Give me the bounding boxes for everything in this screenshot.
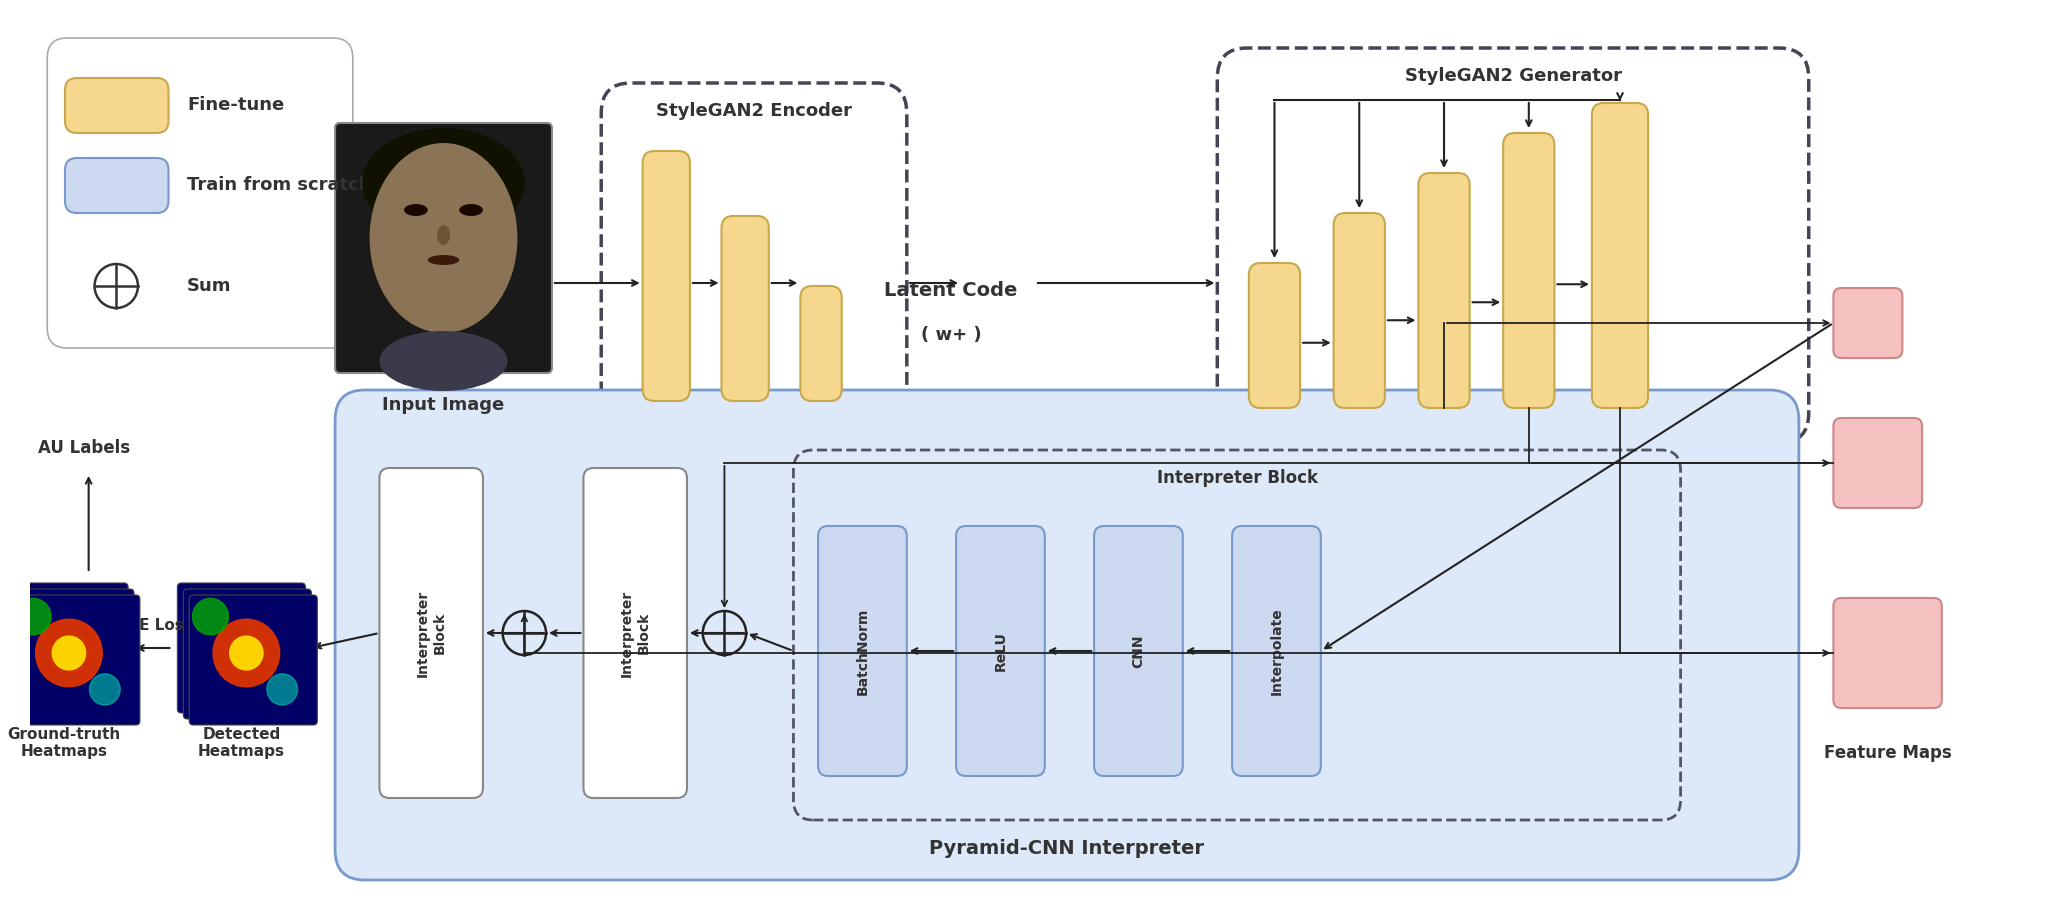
FancyBboxPatch shape — [1334, 213, 1386, 408]
Circle shape — [52, 637, 85, 670]
FancyBboxPatch shape — [1834, 418, 1921, 508]
Text: BatchNorm: BatchNorm — [856, 607, 869, 695]
FancyBboxPatch shape — [1249, 263, 1301, 408]
Circle shape — [35, 619, 101, 686]
FancyBboxPatch shape — [722, 216, 769, 401]
FancyBboxPatch shape — [1419, 173, 1470, 408]
Ellipse shape — [370, 143, 517, 333]
Text: Interpreter
Block: Interpreter Block — [416, 589, 447, 676]
FancyBboxPatch shape — [1094, 526, 1183, 776]
Text: Interpolate: Interpolate — [1270, 607, 1284, 695]
Text: ( w+ ): ( w+ ) — [920, 326, 982, 344]
FancyBboxPatch shape — [188, 595, 316, 725]
FancyBboxPatch shape — [819, 526, 906, 776]
Text: ReLU: ReLU — [993, 631, 1007, 671]
FancyBboxPatch shape — [1834, 288, 1903, 358]
Circle shape — [14, 598, 52, 635]
Text: MSE Loss: MSE Loss — [114, 618, 192, 634]
Text: Input Image: Input Image — [383, 396, 505, 414]
Circle shape — [89, 674, 120, 705]
FancyBboxPatch shape — [12, 595, 141, 725]
FancyBboxPatch shape — [378, 468, 484, 798]
FancyBboxPatch shape — [178, 583, 306, 713]
Text: CNN: CNN — [1131, 635, 1146, 667]
Circle shape — [230, 637, 263, 670]
Text: Feature Maps: Feature Maps — [1824, 744, 1952, 762]
Text: Sum: Sum — [188, 277, 232, 295]
FancyBboxPatch shape — [48, 38, 354, 348]
FancyBboxPatch shape — [955, 526, 1044, 776]
Text: Latent Code: Latent Code — [885, 281, 1017, 301]
Text: Ground-truth
Heatmaps: Ground-truth Heatmaps — [8, 726, 120, 759]
Text: StyleGAN2 Generator: StyleGAN2 Generator — [1404, 67, 1621, 85]
Text: Fine-tune: Fine-tune — [188, 96, 285, 114]
Circle shape — [267, 674, 298, 705]
FancyBboxPatch shape — [335, 390, 1799, 880]
FancyBboxPatch shape — [800, 286, 842, 401]
FancyBboxPatch shape — [1592, 103, 1648, 408]
Circle shape — [213, 619, 279, 686]
Ellipse shape — [362, 128, 525, 238]
FancyBboxPatch shape — [184, 589, 312, 719]
Text: Train from scratch: Train from scratch — [188, 176, 372, 194]
FancyBboxPatch shape — [1834, 598, 1942, 708]
Ellipse shape — [436, 225, 451, 245]
Circle shape — [192, 598, 227, 635]
Ellipse shape — [378, 331, 507, 391]
FancyBboxPatch shape — [1503, 133, 1555, 408]
FancyBboxPatch shape — [1233, 526, 1321, 776]
Text: Interpreter Block: Interpreter Block — [1156, 469, 1317, 487]
FancyBboxPatch shape — [335, 123, 552, 373]
Ellipse shape — [459, 204, 484, 216]
FancyBboxPatch shape — [64, 78, 168, 133]
Text: Pyramid-CNN Interpreter: Pyramid-CNN Interpreter — [929, 838, 1204, 857]
Text: Detected
Heatmaps: Detected Heatmaps — [199, 726, 285, 759]
Ellipse shape — [403, 204, 428, 216]
Text: AU Labels: AU Labels — [37, 439, 130, 457]
Text: Interpreter
Block: Interpreter Block — [620, 589, 649, 676]
Text: StyleGAN2 Encoder: StyleGAN2 Encoder — [656, 102, 852, 120]
FancyBboxPatch shape — [64, 158, 168, 213]
FancyBboxPatch shape — [6, 589, 134, 719]
FancyBboxPatch shape — [583, 468, 687, 798]
FancyBboxPatch shape — [0, 583, 128, 713]
Ellipse shape — [428, 255, 459, 265]
FancyBboxPatch shape — [643, 151, 691, 401]
